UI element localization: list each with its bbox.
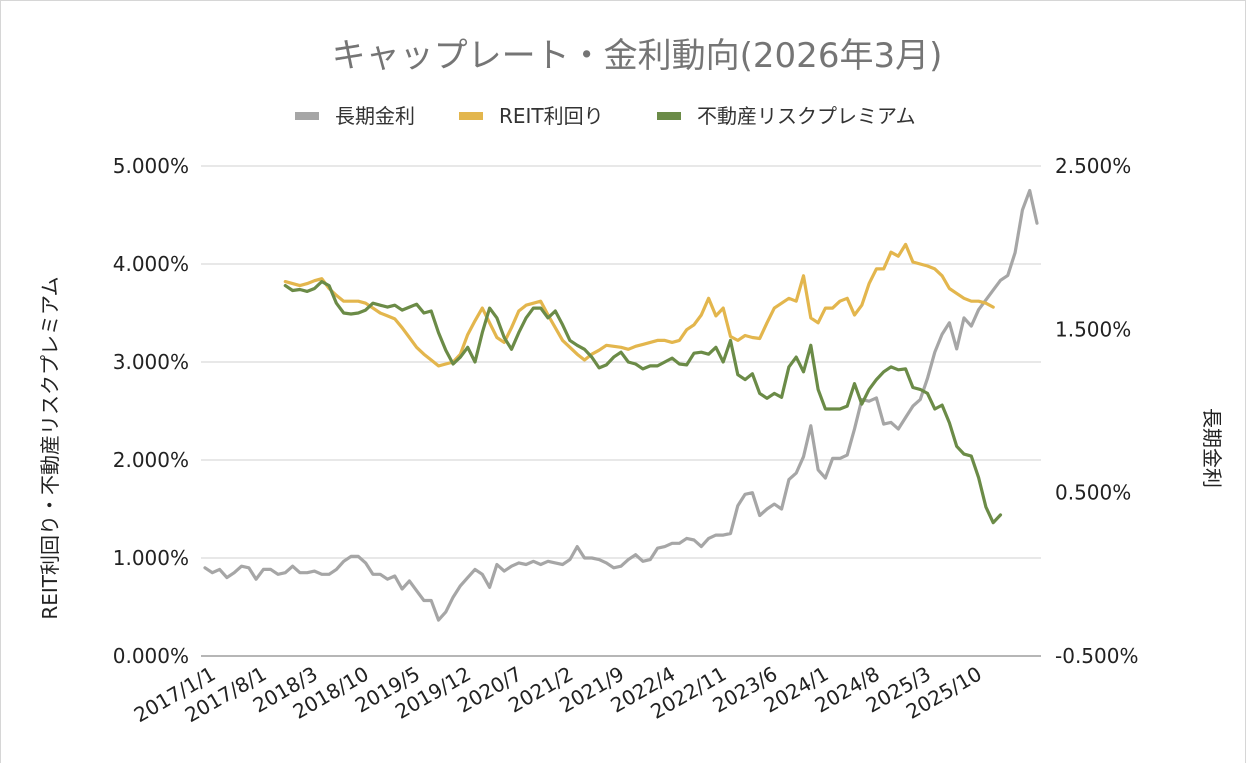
left-tick-label: 0.000% [113,644,189,668]
left-tick-label: 4.000% [113,252,189,276]
legend-swatch [459,112,483,120]
right-axis-ticks: -0.500% 0.500% 1.500% 2.500% [1055,154,1138,668]
legend: 長期金利 REIT利回り 不動産リスクプレミアム [295,104,916,128]
chart-title: キャップレート・金利動向(2026年3月) [332,36,943,76]
series-line-0 [203,188,1039,622]
left-tick-label: 3.000% [113,350,189,374]
left-tick-label: 2.000% [113,448,189,472]
series-line-2 [283,280,1003,525]
series-line-1 [283,242,995,368]
left-tick-label: 1.000% [113,546,189,570]
left-tick-label: 5.000% [113,154,189,178]
right-tick-label: 1.500% [1055,317,1131,341]
right-tick-label: 2.500% [1055,154,1131,178]
legend-label: 長期金利 [335,104,415,128]
legend-swatch [295,112,319,120]
legend-swatch [657,112,681,120]
legend-label: REIT利回り [499,104,604,128]
left-axis-title: REIT利回り・不動産リスクプレミアム [38,276,62,619]
right-axis-title: 長期金利 [1200,408,1224,488]
gridlines [201,165,1041,657]
series-lines [203,188,1039,622]
legend-label: 不動産リスクプレミアム [697,104,916,128]
right-tick-label: 0.500% [1055,481,1131,505]
x-axis-ticks: 2017/1/12017/8/12018/32018/102019/52019/… [130,662,986,728]
left-axis-ticks: 0.000% 1.000% 2.000% 3.000% 4.000% 5.000% [113,154,189,668]
right-tick-label: -0.500% [1055,644,1138,668]
